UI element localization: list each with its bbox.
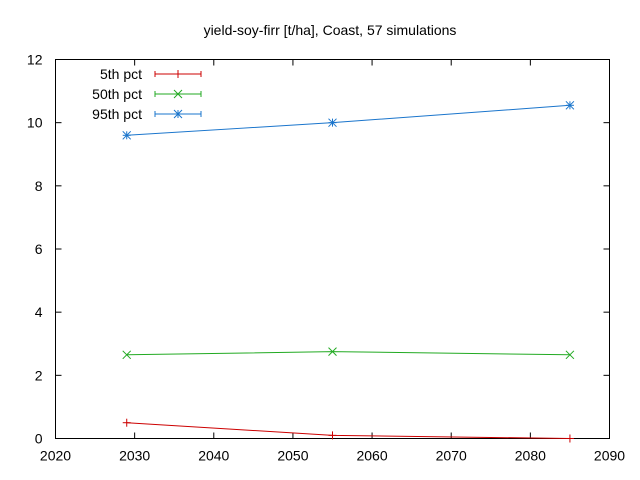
legend-marker [173,89,183,99]
data-point [122,418,131,427]
data-point [122,130,132,140]
data-point [565,434,574,443]
chart-title: yield-soy-firr [t/ha], Coast, 57 simulat… [204,22,457,38]
legend-label: 50th pct [92,86,142,102]
x-tick-label: 2050 [277,448,308,464]
legend-label: 95th pct [92,106,142,122]
axes: 2020 2030 2040 2050 2060 2070 2080 2090 0 2 4 6 8 10 1… [27,52,625,464]
x-tick-label: 2070 [436,448,467,464]
data-point [328,118,337,128]
x-tick-label: 2030 [119,448,150,464]
legend: 5th pct 50th pct 95th pct [92,66,202,122]
series-line-2 [126,351,570,356]
y-tick-label: 12 [27,52,43,68]
y-tick-label: 2 [35,367,43,383]
data-point [328,431,337,440]
x-tick-label: 2060 [356,448,387,464]
legend-marker [173,109,183,119]
y-tick-label: 0 [35,431,43,447]
series-layer [122,100,575,443]
series-line-1 [126,422,570,439]
data-point [328,347,337,356]
data-point [565,100,575,110]
data-point [565,350,575,360]
x-tick-label: 2020 [40,448,71,464]
x-tick-label: 2090 [594,448,625,464]
series-line-3 [126,104,570,136]
x-tick-label: 2040 [198,448,229,464]
y-tick-label: 4 [35,304,43,320]
x-tick-label: 2080 [515,448,546,464]
legend-label: 5th pct [100,66,142,82]
legend-marker [174,70,182,78]
y-tick-label: 6 [35,241,43,257]
y-tick-label: 10 [27,115,43,131]
data-point [122,350,132,360]
y-tick-label: 8 [35,178,43,194]
